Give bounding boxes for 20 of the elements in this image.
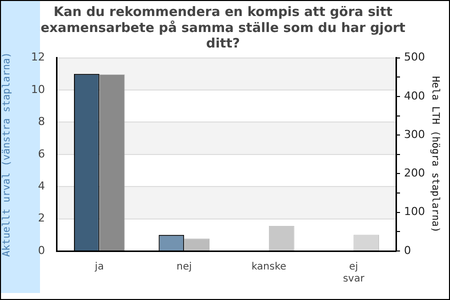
y2-tick-label: 200 [404, 166, 426, 180]
x-tick-label: kanske [251, 262, 286, 273]
y2-tick-label: 400 [404, 89, 426, 102]
chart-title: Kan du rekommendera en kompis att göra sitt examensarbete på samma ställe som du har gjort ditt? [40, 5, 406, 52]
y-tick-label: 4 [38, 179, 45, 192]
y2-tick-label: 100 [404, 205, 426, 218]
y-tick-label: 8 [38, 115, 45, 128]
y-tick-label: 10 [30, 82, 45, 96]
x-tick-label: nej [176, 262, 192, 273]
y2-tick-label: 300 [404, 128, 426, 141]
y-tick-label: 0 [38, 244, 45, 257]
y2-tick-label: 500 [404, 50, 426, 64]
y-tick-label: 12 [30, 50, 45, 64]
y-tick-label: 6 [38, 147, 45, 160]
x-tick-label: ja [94, 262, 104, 273]
y2-axis-title: Hela LTH (högra staplarna) [429, 76, 440, 233]
y-axis-title: Aktuellt urval (vänstra staplarna) [2, 52, 13, 257]
x-tick-label: ej svar [342, 262, 366, 285]
y-tick-label: 2 [38, 212, 45, 225]
y2-tick-label: 0 [404, 244, 412, 257]
